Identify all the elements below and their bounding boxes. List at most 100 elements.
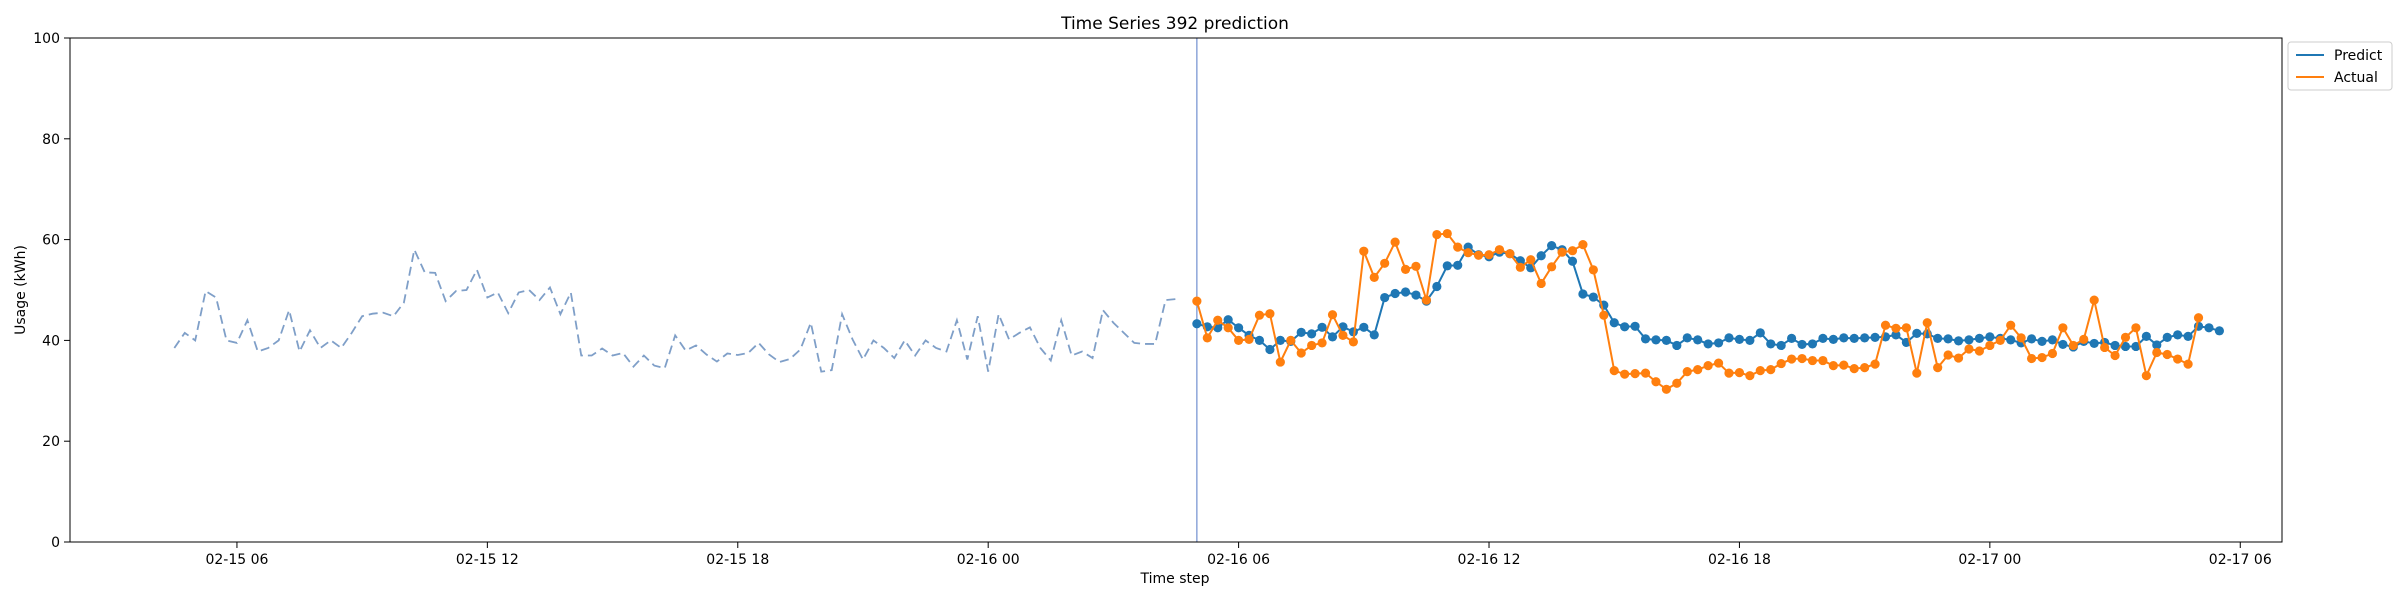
predict-point bbox=[1651, 335, 1661, 345]
predict-point bbox=[1860, 333, 1870, 343]
predict-point bbox=[1797, 339, 1807, 350]
chart-title: Time Series 392 prediction bbox=[1060, 14, 1289, 34]
predict-point bbox=[1891, 330, 1901, 340]
predict-point bbox=[1807, 339, 1818, 349]
actual-point bbox=[2141, 371, 2151, 381]
predict-point bbox=[2006, 335, 2016, 345]
actual-point bbox=[1369, 272, 1379, 282]
predict-point bbox=[2162, 332, 2172, 342]
actual-point bbox=[1745, 371, 1755, 381]
predict-point bbox=[1630, 321, 1640, 331]
predict-point bbox=[1849, 333, 1859, 343]
predict-point bbox=[1682, 333, 1692, 343]
legend-predict-label: Predict bbox=[2334, 48, 2383, 64]
actual-point bbox=[1348, 337, 1358, 347]
actual-point bbox=[2058, 323, 2068, 333]
predict-point bbox=[2204, 323, 2214, 333]
predict-point bbox=[1693, 335, 1703, 345]
actual-point bbox=[1787, 354, 1797, 364]
predict-point bbox=[1766, 339, 1776, 349]
predict-point bbox=[1536, 251, 1546, 261]
x-tick-label: 02-15 06 bbox=[205, 552, 268, 568]
predict-point bbox=[1713, 338, 1724, 348]
predict-point bbox=[2152, 340, 2162, 350]
predict-point bbox=[2214, 326, 2224, 336]
actual-point bbox=[1630, 369, 1640, 379]
actual-point bbox=[1223, 323, 1233, 333]
actual-point bbox=[1442, 228, 1452, 239]
y-tick-label: 60 bbox=[42, 233, 60, 249]
predict-point bbox=[1953, 336, 1964, 346]
actual-point bbox=[1640, 368, 1651, 378]
plot-frame bbox=[69, 37, 2283, 543]
actual-point bbox=[2006, 320, 2016, 330]
actual-point bbox=[1588, 265, 1598, 275]
actual-point bbox=[1411, 261, 1421, 271]
predict-point bbox=[1703, 339, 1713, 349]
actual-point bbox=[1818, 355, 1828, 366]
predict-point bbox=[1943, 334, 1953, 344]
actual-point bbox=[1453, 242, 1463, 252]
predict-point bbox=[1640, 334, 1651, 344]
actual-point bbox=[2110, 350, 2120, 361]
predict-point bbox=[1776, 340, 1786, 351]
actual-point bbox=[1912, 368, 1922, 378]
x-axis-label: Time step bbox=[1140, 571, 1210, 587]
actual-point bbox=[1327, 310, 1338, 320]
predict-point bbox=[1609, 318, 1619, 328]
actual-point bbox=[2162, 349, 2172, 360]
actual-point bbox=[2089, 295, 2099, 305]
predict-point bbox=[1223, 315, 1233, 325]
actual-point bbox=[1891, 323, 1901, 333]
actual-point bbox=[1547, 262, 1557, 272]
actual-point bbox=[1995, 335, 2005, 345]
actual-point bbox=[1651, 377, 1661, 387]
predict-point bbox=[1620, 322, 1630, 332]
actual-point bbox=[1213, 315, 1223, 325]
predict-point bbox=[1839, 333, 1849, 343]
x-tick-label: 02-16 12 bbox=[1458, 552, 1521, 568]
actual-point bbox=[1985, 340, 1995, 351]
actual-point bbox=[1620, 369, 1630, 379]
predict-point bbox=[2058, 339, 2068, 350]
actual-point bbox=[1432, 229, 1442, 240]
legend-actual-label: Actual bbox=[2334, 70, 2378, 86]
actual-point bbox=[2183, 359, 2193, 369]
predict-point bbox=[1432, 281, 1442, 292]
actual-point bbox=[1599, 310, 1609, 320]
actual-point bbox=[2068, 340, 2078, 351]
predict-point bbox=[1254, 335, 1265, 345]
y-tick-label: 80 bbox=[42, 132, 60, 148]
actual-point bbox=[1307, 340, 1317, 351]
actual-point bbox=[2131, 323, 2141, 333]
predict-point bbox=[1359, 322, 1369, 332]
predict-point bbox=[1307, 329, 1317, 339]
predict-point bbox=[1390, 288, 1400, 299]
plot-area bbox=[173, 38, 2224, 542]
x-tick-label: 02-16 00 bbox=[957, 552, 1020, 568]
actual-point bbox=[1682, 367, 1692, 377]
actual-point bbox=[1661, 384, 1671, 394]
predict-point bbox=[1578, 289, 1588, 299]
predict-point bbox=[1828, 334, 1838, 344]
actual-point bbox=[2026, 353, 2037, 364]
actual-point bbox=[1933, 363, 1943, 373]
actual-point bbox=[1359, 246, 1369, 256]
actual-point bbox=[1463, 248, 1473, 258]
actual-point bbox=[1234, 335, 1244, 345]
x-tick-label: 02-15 12 bbox=[456, 552, 519, 568]
actual-point bbox=[2120, 332, 2131, 342]
predict-point bbox=[1672, 340, 1682, 351]
actual-point bbox=[1390, 237, 1400, 247]
predict-point bbox=[2120, 341, 2131, 352]
actual-point bbox=[1265, 309, 1275, 319]
y-tick-label: 20 bbox=[42, 434, 60, 450]
actual-point bbox=[2047, 348, 2058, 359]
predict-point bbox=[1745, 335, 1755, 345]
actual-point bbox=[1828, 361, 1838, 371]
predict-point bbox=[2131, 341, 2141, 352]
actual-point bbox=[1766, 365, 1776, 375]
actual-point bbox=[2173, 354, 2183, 364]
actual-point bbox=[1536, 278, 1546, 289]
y-axis-label: Usage (kWh) bbox=[13, 245, 29, 335]
